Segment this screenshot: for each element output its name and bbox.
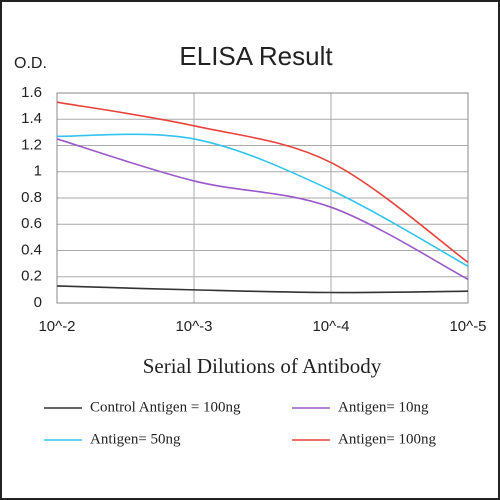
y-tick-label: 0.8 — [21, 189, 42, 206]
y-tick-label: 0.6 — [21, 215, 42, 232]
legend-label: Antigen= 10ng — [338, 399, 429, 415]
legend-label: Antigen= 50ng — [90, 431, 181, 447]
y-tick-label: 1.2 — [21, 136, 42, 153]
chart-title: ELISA Result — [179, 41, 333, 71]
y-tick-label: 1 — [34, 163, 42, 180]
x-tick-label: 10^-5 — [449, 318, 486, 335]
y-tick-label: 0.4 — [21, 241, 42, 258]
data-line — [56, 285, 469, 294]
data-line — [56, 138, 469, 281]
y-tick-label: 1.6 — [21, 84, 42, 101]
data-line — [56, 101, 469, 263]
y-tick-label: 0.2 — [21, 268, 42, 285]
legend-label: Antigen= 100ng — [338, 431, 437, 447]
x-tick-label: 10^-2 — [38, 318, 75, 335]
y-axis-label: O.D. — [14, 55, 47, 72]
y-tick-label: 0 — [34, 294, 42, 311]
legend-label: Control Antigen = 100ng — [90, 399, 241, 415]
x-tick-label: 10^-4 — [312, 318, 349, 335]
x-tick-label: 10^-3 — [175, 318, 212, 335]
plot-border — [56, 92, 469, 304]
y-tick-label: 1.4 — [21, 110, 42, 127]
data-line — [56, 133, 469, 267]
x-axis-label: Serial Dilutions of Antibody — [143, 354, 382, 378]
